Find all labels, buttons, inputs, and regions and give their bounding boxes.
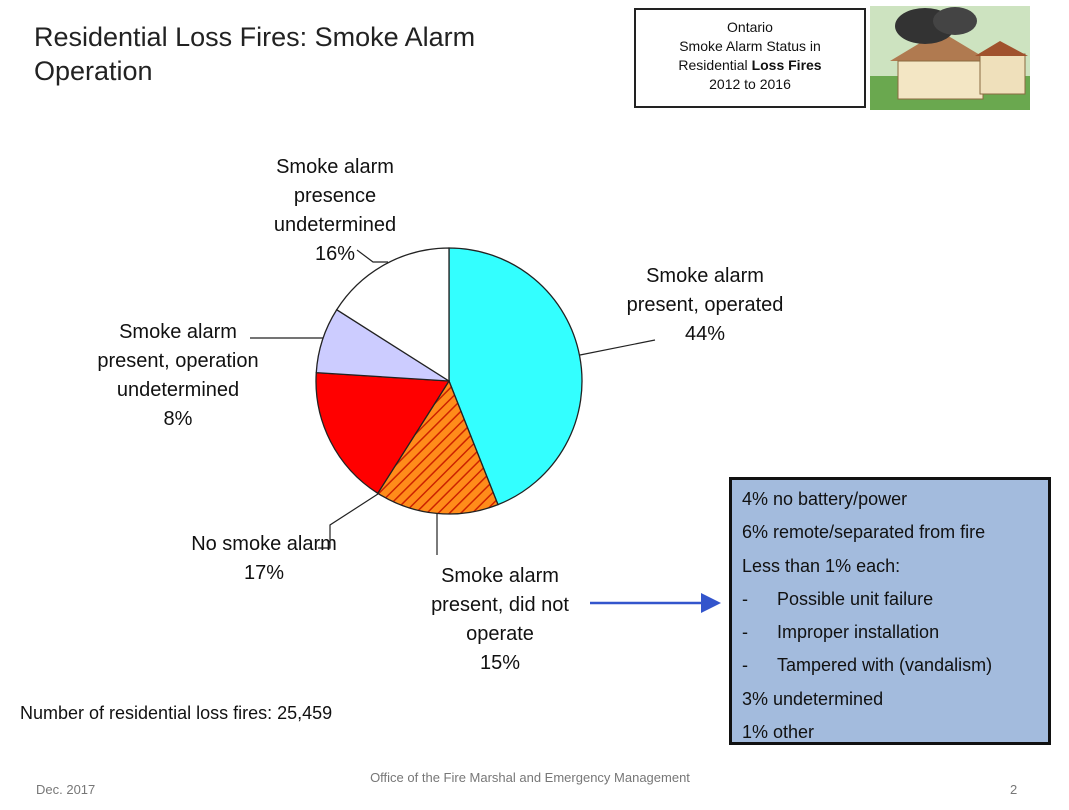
pie-slice [335, 247, 450, 383]
value-label: 8% [163, 408, 193, 430]
detail-item: 1% other [742, 722, 815, 743]
bullet: - [742, 588, 748, 609]
pie-slice [315, 371, 451, 495]
value-label: 17% [243, 562, 285, 584]
info-box: Ontario Smoke Alarm Status in Residentia… [634, 8, 866, 108]
slice-label: Smoke alarm present, operation undetermi… [88, 318, 268, 434]
slice-label: Smoke alarm presence undetermined 16% [245, 153, 425, 269]
category-label: Smoke alarm present, did not operate [431, 565, 569, 645]
detail-sub-item: - Possible unit failure [742, 584, 1048, 617]
detail-text: Possible unit failure [777, 588, 934, 609]
category-label: Smoke alarm presence undetermined [273, 156, 397, 236]
slide-title: Residential Loss Fires: Smoke Alarm Oper… [34, 22, 476, 86]
footer-page: 2 [1010, 782, 1018, 797]
value-label: 16% [314, 243, 356, 265]
info-line: Ontario [727, 19, 773, 35]
bullet: - [742, 655, 748, 676]
info-line: Residential Loss Fires [636, 56, 864, 75]
slice-label: Smoke alarm present, operated 44% [615, 262, 795, 349]
value-label: 44% [684, 323, 726, 345]
category-label: Smoke alarm present, operated [626, 265, 784, 316]
detail-item: 4% no battery/power [742, 489, 908, 509]
info-bold: Loss Fires [751, 57, 822, 73]
pie-slice [376, 379, 499, 515]
category-label: Smoke alarm present, operation undetermi… [97, 321, 259, 401]
house-picture [870, 6, 1030, 110]
detail-sub-item: - Improper installation [742, 617, 1048, 650]
detail-item: Less than 1% each: [742, 555, 901, 576]
footer-date: Dec. 2017 [36, 782, 96, 797]
footer-org: Office of the Fire Marshal and Emergency… [370, 770, 690, 785]
info-line: Smoke Alarm Status in [679, 38, 821, 54]
detail-text: Improper installation [777, 622, 940, 643]
detail-item: 3% undetermined [742, 688, 884, 709]
note: Number of residential loss fires: 25,459 [20, 703, 333, 723]
info-line: 2012 to 2016 [709, 76, 791, 92]
bullet: - [742, 622, 748, 643]
value-label: 15% [479, 652, 521, 674]
detail-text: Tampered with (vandalism) [777, 655, 993, 676]
pie-slice [448, 247, 583, 506]
detail-item: 6% remote/separated from fire [742, 522, 986, 543]
info-text: Residential [678, 57, 748, 73]
category-label: No smoke alarm [191, 533, 337, 555]
slice-label: No smoke alarm 17% [174, 530, 354, 588]
slice-label: Smoke alarm present, did not operate 15% [410, 562, 590, 678]
detail-box: 4% no battery/power 6% remote/separated f… [729, 477, 1051, 745]
detail-sub-item: - Tampered with (vandalism) [742, 650, 1048, 683]
